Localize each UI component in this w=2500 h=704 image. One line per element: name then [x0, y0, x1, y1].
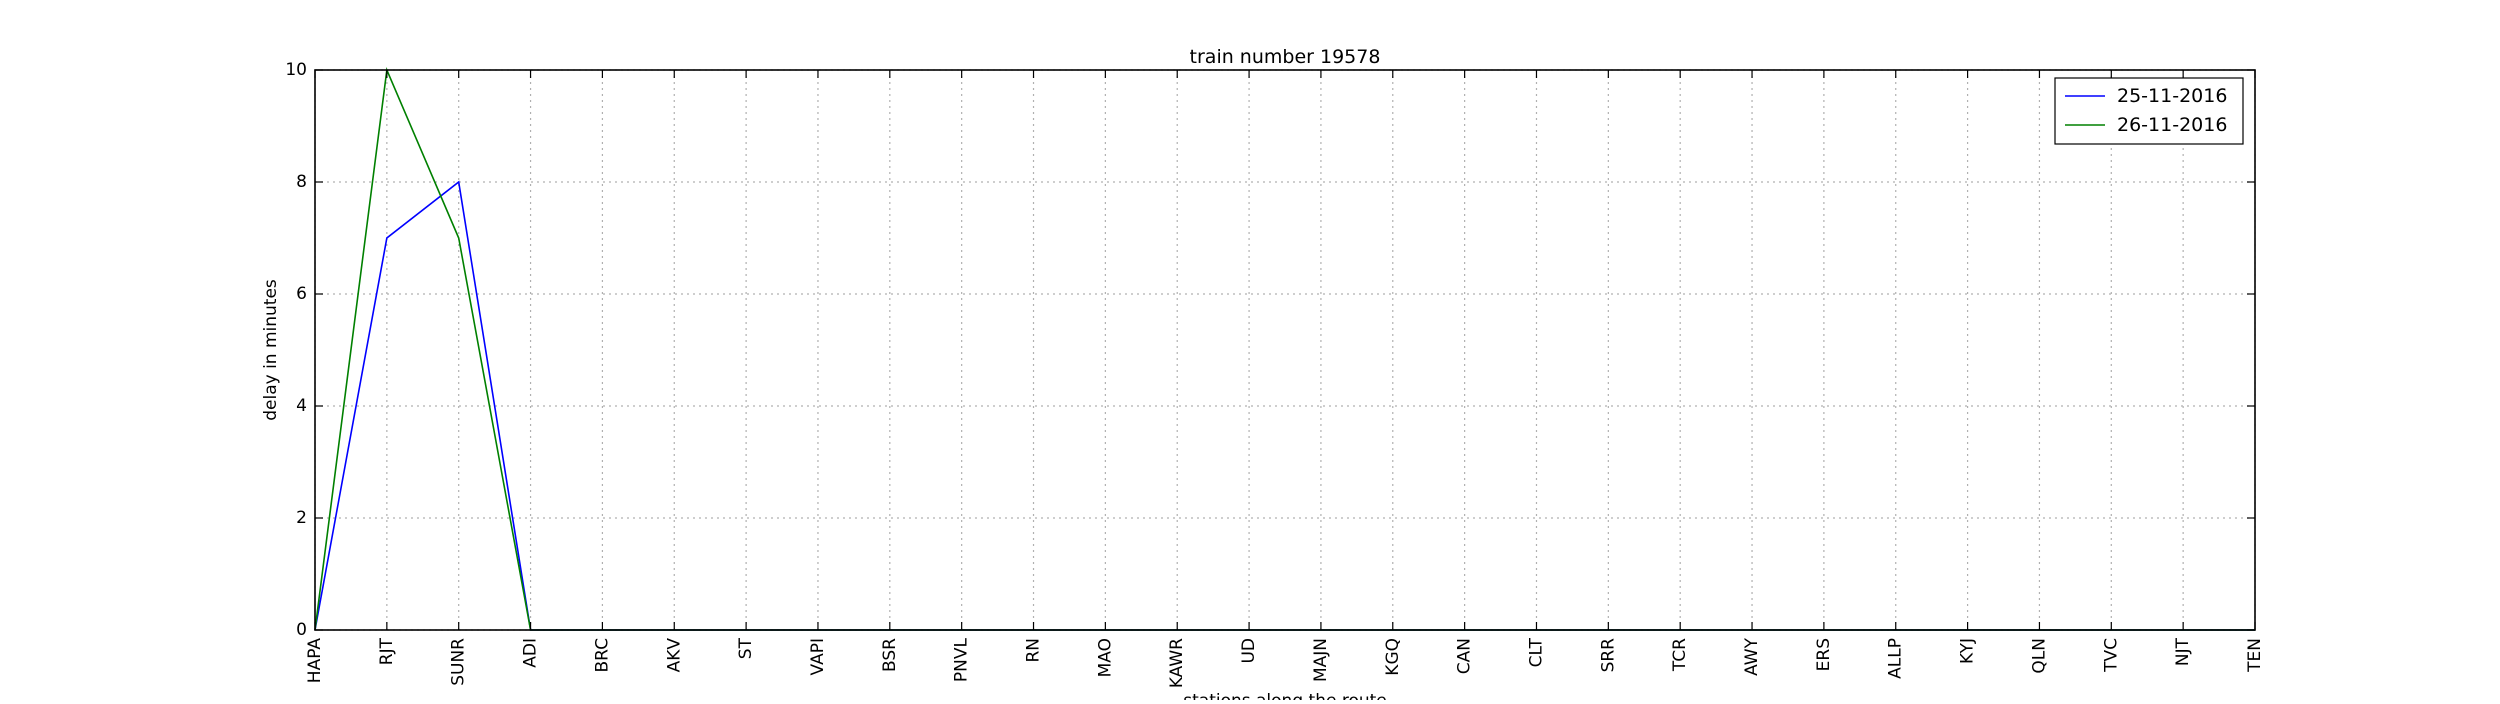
series-line-26-11-2016 — [314, 66, 2255, 631]
x-tick-label: KAWR — [1167, 638, 1187, 688]
legend-label: 26-11-2016 — [2117, 114, 2227, 136]
tick-layer: HAPA RJT SUNR ADI BRC AKV ST VAPI BSR PNVL RN MAO KA… — [285, 60, 2265, 688]
x-tick-label: MAJN — [1311, 638, 1331, 682]
grid-layer — [314, 69, 2256, 631]
series-line-25-11-2016 — [314, 180, 2255, 631]
y-tick-label: 0 — [296, 620, 307, 640]
chart-title: train number 19578 — [1190, 46, 1381, 68]
y-axis-label: delay in minutes — [261, 279, 281, 421]
legend: 25-11-2016 26-11-2016 — [2054, 77, 2244, 145]
x-tick-label: NJT — [2173, 637, 2193, 666]
x-tick-label: AWY — [1742, 637, 1762, 676]
legend-label: 25-11-2016 — [2117, 85, 2227, 107]
y-tick-label: 2 — [296, 508, 307, 528]
x-tick-label: UD — [1239, 638, 1259, 664]
x-tick-label: PNVL — [952, 637, 972, 682]
x-tick-label: ST — [736, 637, 756, 659]
x-tick-label: RJT — [377, 637, 397, 665]
x-tick-label: TCR — [1670, 638, 1690, 672]
x-tick-label: BRC — [592, 638, 612, 673]
y-tick-label: 8 — [296, 172, 307, 192]
x-tick-label: AKV — [664, 638, 684, 673]
x-tick-label: CAN — [1455, 638, 1475, 674]
x-tick-label: RN — [1024, 638, 1044, 663]
legend-box — [2054, 77, 2244, 145]
x-tick-label: QLN — [2029, 638, 2049, 674]
x-axis-label: stations along the route — [1183, 691, 1387, 700]
series-layer — [314, 66, 2255, 631]
x-tick-label: KGQ — [1383, 638, 1403, 676]
x-tick-label: BSR — [880, 638, 900, 672]
x-tick-label: TVC — [2101, 638, 2121, 673]
x-tick-label: SUNR — [449, 638, 469, 686]
x-tick-label: TEN — [2245, 638, 2265, 673]
x-tick-label: ADI — [521, 638, 541, 668]
y-tick-label: 10 — [285, 60, 307, 80]
x-tick-label: VAPI — [808, 638, 828, 675]
x-tick-label: ALLP — [1886, 638, 1906, 679]
x-tick-label: KYJ — [1958, 638, 1978, 664]
y-tick-label: 6 — [296, 284, 307, 304]
x-tick-label: HAPA — [305, 638, 325, 684]
y-tick-label: 4 — [296, 396, 307, 416]
x-tick-label: MAO — [1095, 638, 1115, 677]
x-tick-label: CLT — [1526, 637, 1546, 667]
plot-frame — [314, 69, 2256, 631]
x-tick-label: ERS — [1814, 638, 1834, 671]
x-tick-label: SRR — [1598, 638, 1618, 673]
